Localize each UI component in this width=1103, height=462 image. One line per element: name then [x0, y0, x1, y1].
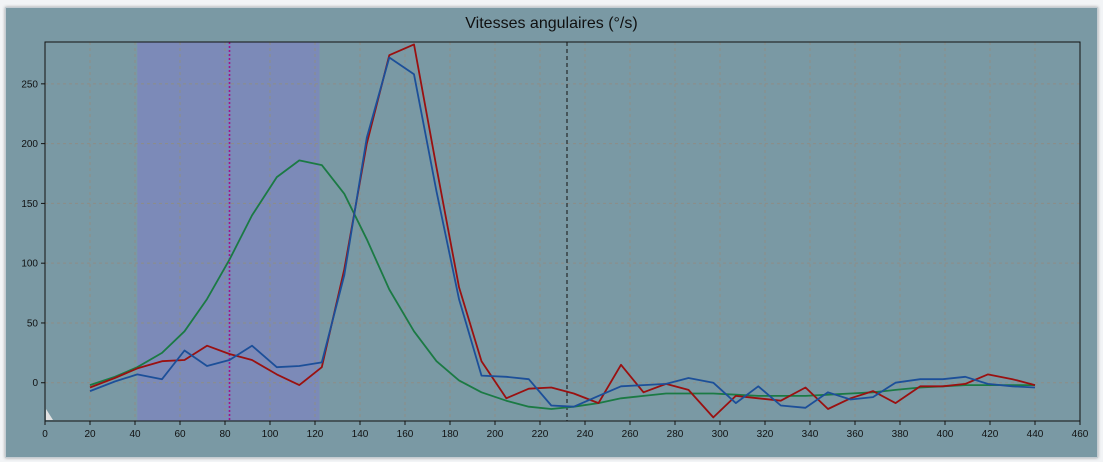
x-tick-label: 440	[1027, 429, 1044, 440]
highlight-band	[137, 42, 320, 421]
x-tick-label: 340	[802, 429, 819, 440]
chart-title: Vitesses angulaires (°/s)	[465, 15, 638, 32]
x-tick-label: 140	[352, 429, 369, 440]
y-tick-label: 200	[21, 139, 38, 150]
y-tick-label: 50	[27, 318, 39, 329]
series-line-1	[89, 159, 1035, 410]
x-tick-label: 260	[622, 429, 639, 440]
marker-line-layer	[228, 42, 568, 421]
y-tick-label: 100	[21, 259, 38, 270]
x-tick-label: 20	[84, 429, 96, 440]
x-tick-label: 180	[442, 429, 459, 440]
x-tick-label: 60	[174, 429, 186, 440]
x-tick-label: 320	[757, 429, 774, 440]
plot-border	[44, 41, 1081, 422]
grid-layer	[45, 42, 1081, 421]
x-tick-label: 380	[892, 429, 909, 440]
x-tick-label: 100	[262, 429, 279, 440]
x-tick-label: 400	[937, 429, 954, 440]
x-tick-label: 160	[397, 429, 414, 440]
axis-layer	[41, 41, 1081, 425]
x-tick-label: 200	[487, 429, 504, 440]
x-tick-label: 40	[129, 429, 141, 440]
series-line-3	[89, 56, 1036, 409]
y-tick-label: 0	[32, 378, 38, 389]
series-line-2	[89, 43, 1036, 419]
x-tick-label: 120	[307, 429, 324, 440]
chart-svg: 0 20 40 60 80 100 120 140 160 180 200 220 240 260 280 3…	[21, 41, 1089, 440]
x-tick-label: 360	[847, 429, 864, 440]
tick-label-layer: 0 20 40 60 80 100 120 140 160 180 200 220 240 260 280 3…	[21, 79, 1088, 440]
series-layer	[89, 43, 1036, 419]
y-tick-label: 150	[21, 199, 38, 210]
y-tick-label: 250	[21, 79, 38, 90]
x-tick-label: 220	[532, 429, 549, 440]
x-tick-label: 0	[42, 429, 48, 440]
x-tick-label: 280	[667, 429, 684, 440]
x-tick-label: 420	[982, 429, 999, 440]
x-tick-label: 80	[219, 429, 231, 440]
highlight-band-layer	[137, 42, 320, 421]
x-tick-label: 460	[1072, 429, 1089, 440]
chart-window: Vitesses angulaires (°/s) 0 20 40 60 80 100 12…	[5, 7, 1098, 458]
corner-handle-icon	[46, 409, 53, 420]
x-tick-label: 300	[712, 429, 729, 440]
x-tick-label: 240	[577, 429, 594, 440]
